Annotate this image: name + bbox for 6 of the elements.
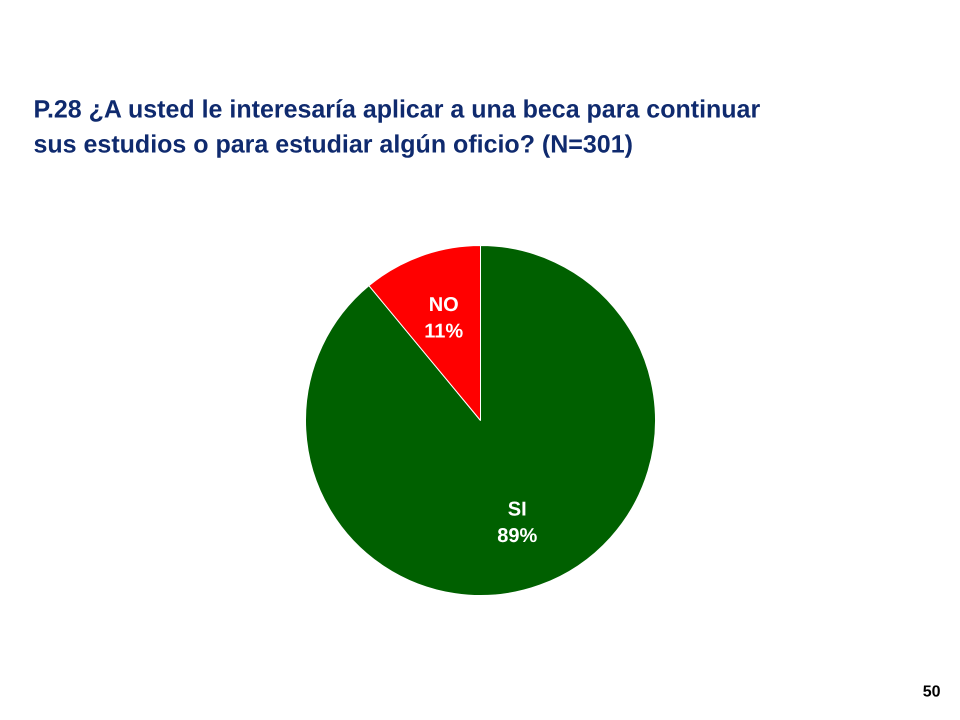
data-label: 11% <box>424 320 464 343</box>
chart-title: P.28 ¿A usted le interesaría aplicar a una beca para continuar sus estudios o para estudiar algún oficio? (N=301) <box>34 96 760 158</box>
data-label: 89% <box>497 524 538 547</box>
slice-label: SI <box>508 498 527 520</box>
slice-label: NO <box>428 294 459 316</box>
text: 50 <box>922 684 941 700</box>
